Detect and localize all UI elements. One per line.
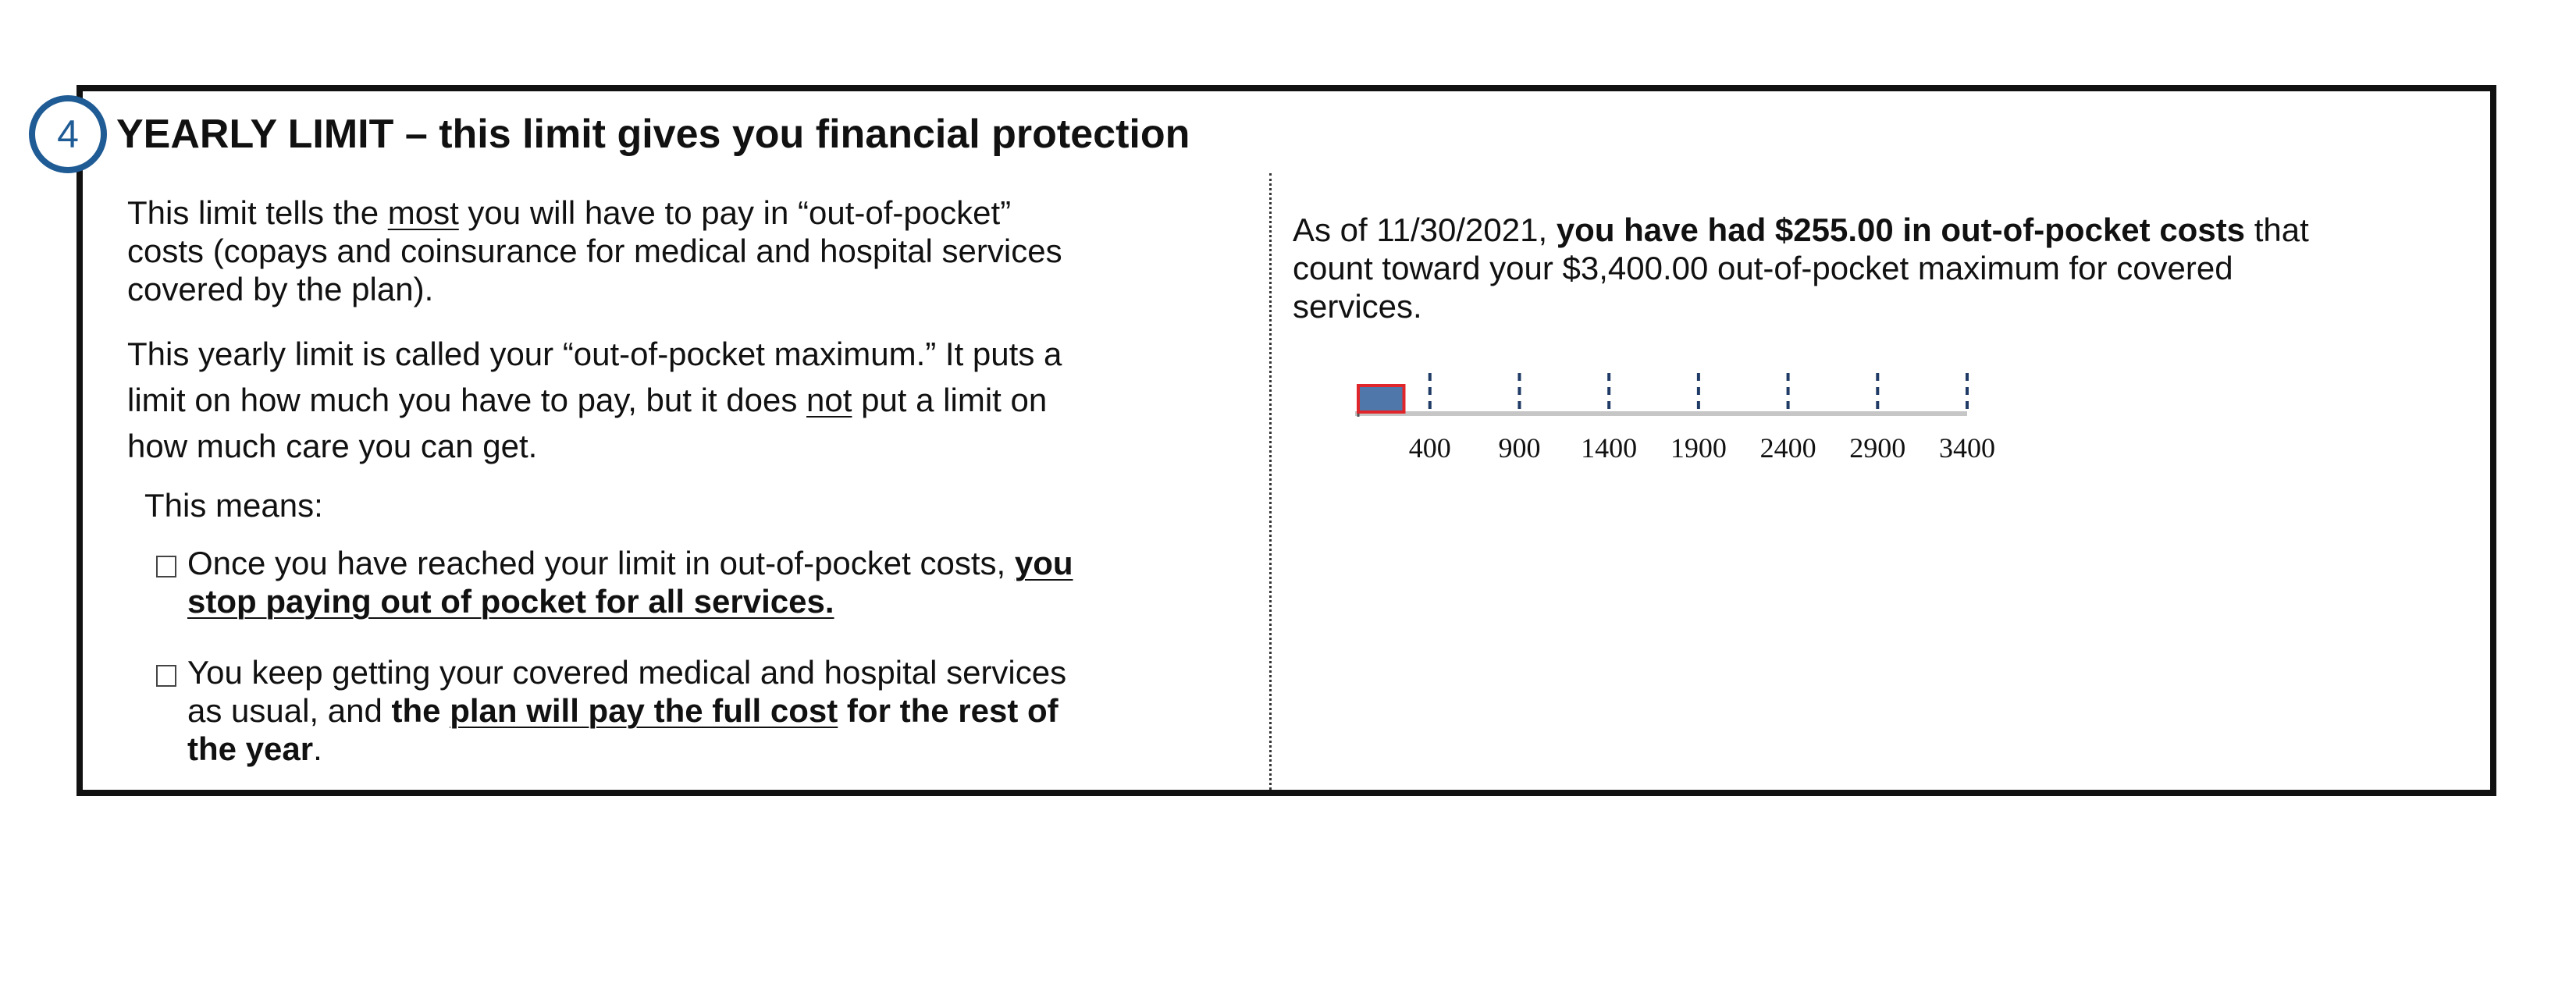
section-heading: YEARLY LIMIT – this limit gives you fina…: [116, 112, 1190, 157]
this-means-label: This means:: [144, 487, 323, 524]
chart-tick-label: 2900: [1849, 432, 1905, 464]
oop-statement: As of 11/30/2021, you have had $255.00 i…: [1293, 211, 2309, 325]
limit-explanation-paragraph: This limit tells the most you will have …: [127, 194, 1062, 308]
bullet-item: Once you have reached your limit in out-…: [187, 545, 1073, 620]
chart-tick-label: 3400: [1939, 432, 1995, 464]
checkbox-bullet-icon: [156, 665, 176, 687]
bullet-item: You keep getting your covered medical an…: [187, 654, 1067, 768]
oop-progress-chart: 400 900 1400 1900 2400 2900 3400: [1355, 373, 1995, 464]
checkbox-bullet-icon: [156, 556, 176, 577]
section-number-badge: 4: [29, 95, 107, 173]
chart-tick-label: 900: [1498, 432, 1540, 464]
chart-tick-label: 1900: [1670, 432, 1727, 464]
yearly-limit-section: [76, 85, 2496, 796]
chart-tick-label: 1400: [1581, 432, 1637, 464]
oop-maximum-paragraph: This yearly limit is called your “out-of…: [127, 336, 1062, 464]
chart-bar: [1357, 384, 1406, 414]
column-divider: [1269, 173, 1272, 790]
chart-tick-label: 2400: [1760, 432, 1816, 464]
chart-tick-label: 400: [1409, 432, 1451, 464]
